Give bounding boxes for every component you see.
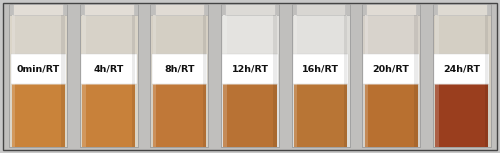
Bar bbox=[84, 4, 134, 15]
Bar bbox=[224, 84, 276, 147]
Bar bbox=[344, 15, 347, 147]
Bar bbox=[81, 54, 136, 84]
Bar bbox=[362, 15, 420, 147]
Bar bbox=[433, 15, 490, 147]
Text: 4h/RT: 4h/RT bbox=[94, 64, 124, 73]
Bar bbox=[153, 15, 206, 54]
Bar bbox=[224, 15, 227, 147]
Bar bbox=[150, 15, 208, 147]
Bar bbox=[150, 4, 208, 147]
Bar bbox=[273, 15, 276, 147]
Bar bbox=[224, 84, 276, 85]
Bar bbox=[12, 84, 65, 85]
Bar bbox=[152, 54, 207, 84]
Bar bbox=[294, 15, 298, 147]
Bar bbox=[366, 4, 416, 15]
Bar bbox=[294, 84, 347, 147]
Bar bbox=[82, 84, 136, 147]
Bar bbox=[82, 84, 136, 85]
Bar bbox=[132, 15, 136, 147]
Bar bbox=[82, 15, 136, 54]
Bar bbox=[292, 15, 350, 147]
Bar bbox=[202, 15, 206, 147]
Text: 20h/RT: 20h/RT bbox=[372, 64, 410, 73]
Bar bbox=[80, 4, 138, 147]
Bar bbox=[225, 4, 275, 15]
Bar bbox=[153, 15, 156, 147]
Text: 16h/RT: 16h/RT bbox=[302, 64, 339, 73]
Bar bbox=[433, 4, 490, 147]
Text: 0min/RT: 0min/RT bbox=[16, 64, 60, 73]
Bar bbox=[296, 4, 346, 15]
Bar bbox=[12, 15, 65, 54]
Bar bbox=[364, 84, 418, 85]
Bar bbox=[364, 84, 418, 147]
Bar bbox=[414, 15, 418, 147]
Bar bbox=[437, 4, 486, 15]
Bar bbox=[435, 84, 488, 85]
Bar bbox=[153, 84, 206, 147]
Bar bbox=[10, 15, 67, 147]
Bar bbox=[435, 84, 488, 147]
Text: 8h/RT: 8h/RT bbox=[164, 64, 194, 73]
Bar bbox=[364, 15, 418, 54]
Bar bbox=[294, 15, 347, 54]
Text: 24h/RT: 24h/RT bbox=[443, 64, 480, 73]
Bar bbox=[10, 4, 67, 147]
Bar bbox=[364, 54, 419, 84]
Bar bbox=[82, 15, 86, 147]
Bar bbox=[292, 4, 350, 147]
Bar bbox=[293, 54, 348, 84]
Bar bbox=[434, 54, 490, 84]
Bar bbox=[10, 54, 66, 84]
Bar bbox=[80, 15, 138, 147]
Bar bbox=[435, 15, 488, 54]
Bar bbox=[14, 4, 63, 15]
Bar bbox=[364, 15, 368, 147]
Bar bbox=[485, 15, 488, 147]
Bar bbox=[62, 15, 65, 147]
Bar bbox=[362, 4, 420, 147]
Text: 12h/RT: 12h/RT bbox=[232, 64, 268, 73]
Bar bbox=[294, 84, 347, 85]
Bar bbox=[154, 4, 204, 15]
Bar bbox=[153, 84, 206, 85]
Bar bbox=[12, 84, 65, 147]
Bar bbox=[221, 15, 279, 147]
Bar bbox=[435, 15, 438, 147]
Bar bbox=[12, 15, 15, 147]
Bar bbox=[224, 15, 276, 54]
Bar bbox=[222, 54, 278, 84]
Bar bbox=[221, 4, 279, 147]
